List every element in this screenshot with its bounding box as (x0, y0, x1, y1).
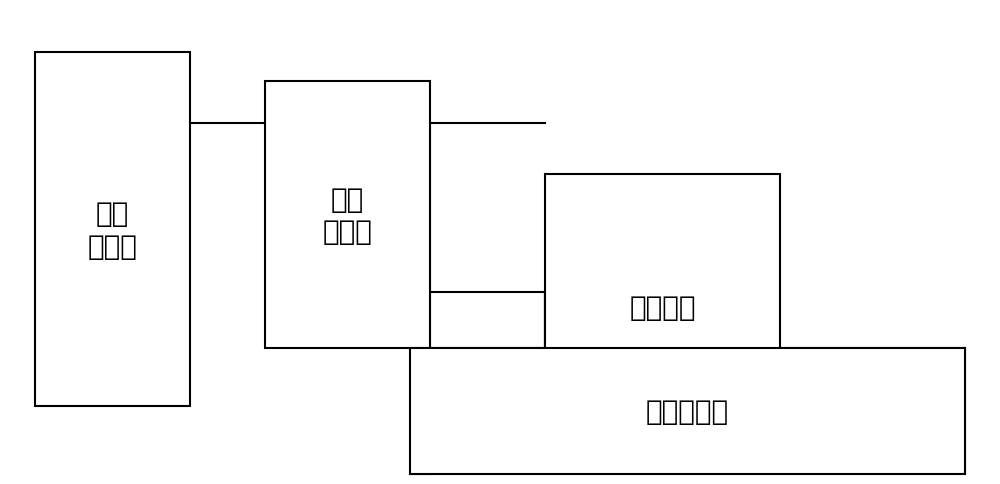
Text: 信号
发生器: 信号 发生器 (88, 200, 137, 260)
Bar (545, 174, 780, 440)
Text: 叠片铁芯: 叠片铁芯 (629, 293, 696, 321)
Bar (35, 53, 190, 407)
Bar (265, 82, 430, 348)
Text: 功率分析仪: 功率分析仪 (646, 397, 729, 425)
Text: 功率
放大器: 功率 放大器 (323, 185, 372, 245)
Bar (410, 348, 965, 474)
